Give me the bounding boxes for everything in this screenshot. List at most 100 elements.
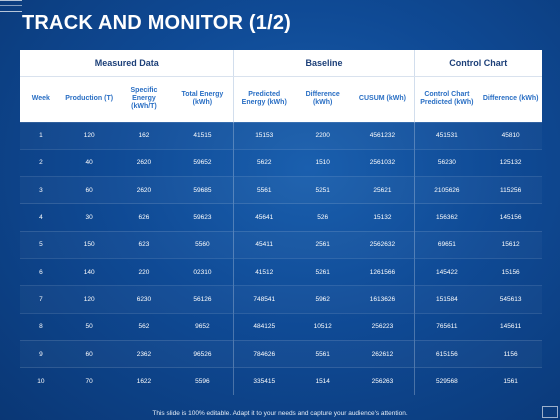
table-cell: 784626 xyxy=(233,339,294,368)
table-cell: 145611 xyxy=(479,312,542,341)
table-cell: 2 xyxy=(20,148,62,177)
col-header-cusum: CUSUM (kWh) xyxy=(351,76,415,122)
table-row: 3 60 2620 59685 5561 5251 25621 2105626 115256 xyxy=(20,176,542,204)
table-cell: 562 xyxy=(116,312,172,341)
table-cell: 150 xyxy=(61,230,117,259)
table-cell: 140 xyxy=(61,257,117,286)
table-cell: 4 xyxy=(20,203,62,232)
table-cell: 70 xyxy=(61,367,117,395)
table-cell: 1510 xyxy=(293,148,352,177)
table-row: 4 30 626 59623 45641 526 15132 156362 145156 xyxy=(20,203,542,232)
table-cell: 5 xyxy=(20,230,62,259)
table-cell: 6230 xyxy=(116,285,172,314)
table-cell: 45411 xyxy=(233,230,294,259)
table-cell: 5962 xyxy=(293,285,352,314)
group-control-chart: Control Chart xyxy=(413,50,542,77)
table-row: 2 40 2620 59652 5622 1510 2561032 56230 125132 xyxy=(20,148,542,177)
group-header-row: Measured Data Baseline Control Chart xyxy=(20,50,542,77)
table-cell: 15156 xyxy=(479,257,542,286)
table-cell: 5596 xyxy=(171,367,234,395)
table-row: 8 50 562 9652 484125 10512 256223 765611 145611 xyxy=(20,312,542,341)
group-measured-data: Measured Data xyxy=(20,50,234,77)
data-table-container: Measured Data Baseline Control Chart Wee… xyxy=(20,50,542,395)
table-row: 7 120 6230 56126 748541 5962 1613626 151584 5456… xyxy=(20,285,542,314)
table-cell: 156362 xyxy=(413,203,480,232)
table-cell: 1156 xyxy=(479,339,542,368)
table-cell: 1622 xyxy=(116,367,172,395)
table-cell: 5261 xyxy=(293,257,352,286)
col-header-production: Production (T) xyxy=(61,76,117,122)
col-header-control-difference: Difference (kWh) xyxy=(479,76,542,122)
table-cell: 15612 xyxy=(479,230,542,259)
table-cell: 2620 xyxy=(116,176,172,204)
table-cell: 125132 xyxy=(479,148,542,177)
table-cell: 151584 xyxy=(413,285,480,314)
col-header-total-energy: Total Energy (kWh) xyxy=(171,76,234,122)
table-cell: 1261566 xyxy=(351,257,415,286)
table-cell: 5561 xyxy=(233,176,294,204)
table-cell: 526 xyxy=(293,203,352,232)
table-cell: 60 xyxy=(61,176,117,204)
table-cell: 41512 xyxy=(233,257,294,286)
table-cell: 120 xyxy=(61,121,117,150)
table-cell: 41515 xyxy=(171,121,234,150)
table-row: 9 60 2362 96526 784626 5561 262612 615156 1156 xyxy=(20,339,542,368)
table-cell: 60 xyxy=(61,339,117,368)
table-cell: 50 xyxy=(61,312,117,341)
corner-decoration-bottom xyxy=(542,406,558,418)
table-cell: 529568 xyxy=(413,367,480,395)
table-cell: 1613626 xyxy=(351,285,415,314)
table-cell: 69651 xyxy=(413,230,480,259)
table-cell: 5251 xyxy=(293,176,352,204)
table-row: 1 120 162 41515 15153 2200 4561232 451531 45810 xyxy=(20,121,542,150)
table-cell: 484125 xyxy=(233,312,294,341)
table-cell: 9652 xyxy=(171,312,234,341)
table-cell: 256263 xyxy=(351,367,415,395)
table-cell: 1514 xyxy=(293,367,352,395)
table-cell: 748541 xyxy=(233,285,294,314)
table-cell: 623 xyxy=(116,230,172,259)
table-cell: 220 xyxy=(116,257,172,286)
table-cell: 59623 xyxy=(171,203,234,232)
table-cell: 2561032 xyxy=(351,148,415,177)
table-cell: 02310 xyxy=(171,257,234,286)
table-cell: 545613 xyxy=(479,285,542,314)
table-cell: 2362 xyxy=(116,339,172,368)
table-cell: 56230 xyxy=(413,148,480,177)
page-title: TRACK AND MONITOR (1/2) xyxy=(22,12,292,34)
table-cell: 45641 xyxy=(233,203,294,232)
table-cell: 10 xyxy=(20,367,62,395)
table-cell: 45810 xyxy=(479,121,542,150)
table-cell: 4561232 xyxy=(351,121,415,150)
footer-note: This slide is 100% editable. Adapt it to… xyxy=(152,410,408,417)
table-cell: 615156 xyxy=(413,339,480,368)
table-cell: 335415 xyxy=(233,367,294,395)
table-cell: 59652 xyxy=(171,148,234,177)
col-header-week: Week xyxy=(20,76,62,122)
table-cell: 9 xyxy=(20,339,62,368)
table-cell: 15132 xyxy=(351,203,415,232)
col-header-predicted-energy: Predicted Energy (kWh) xyxy=(233,76,294,122)
table-cell: 2200 xyxy=(293,121,352,150)
table-cell: 5560 xyxy=(171,230,234,259)
column-header-row: Week Production (T) Specific Energy (kWh… xyxy=(20,76,542,122)
group-baseline: Baseline xyxy=(233,50,415,77)
table-cell: 626 xyxy=(116,203,172,232)
col-header-baseline-difference: Difference (kWh) xyxy=(293,76,352,122)
table-row: 5 150 623 5560 45411 2561 2562632 69651 15612 xyxy=(20,230,542,259)
col-header-specific-energy: Specific Energy (kWh/T) xyxy=(116,76,172,122)
table-cell: 2105626 xyxy=(413,176,480,204)
table-cell: 8 xyxy=(20,312,62,341)
table-cell: 145422 xyxy=(413,257,480,286)
table-body: 1 120 162 41515 15153 2200 4561232 451531 45810 2… xyxy=(20,121,542,395)
table-cell: 25621 xyxy=(351,176,415,204)
col-header-control-chart-predicted: Control Chart Predicted (kWh) xyxy=(413,76,480,122)
table-cell: 96526 xyxy=(171,339,234,368)
table-cell: 115256 xyxy=(479,176,542,204)
table-cell: 30 xyxy=(61,203,117,232)
table-cell: 1561 xyxy=(479,367,542,395)
table-cell: 3 xyxy=(20,176,62,204)
table-cell: 56126 xyxy=(171,285,234,314)
table-cell: 2620 xyxy=(116,148,172,177)
table-cell: 451531 xyxy=(413,121,480,150)
